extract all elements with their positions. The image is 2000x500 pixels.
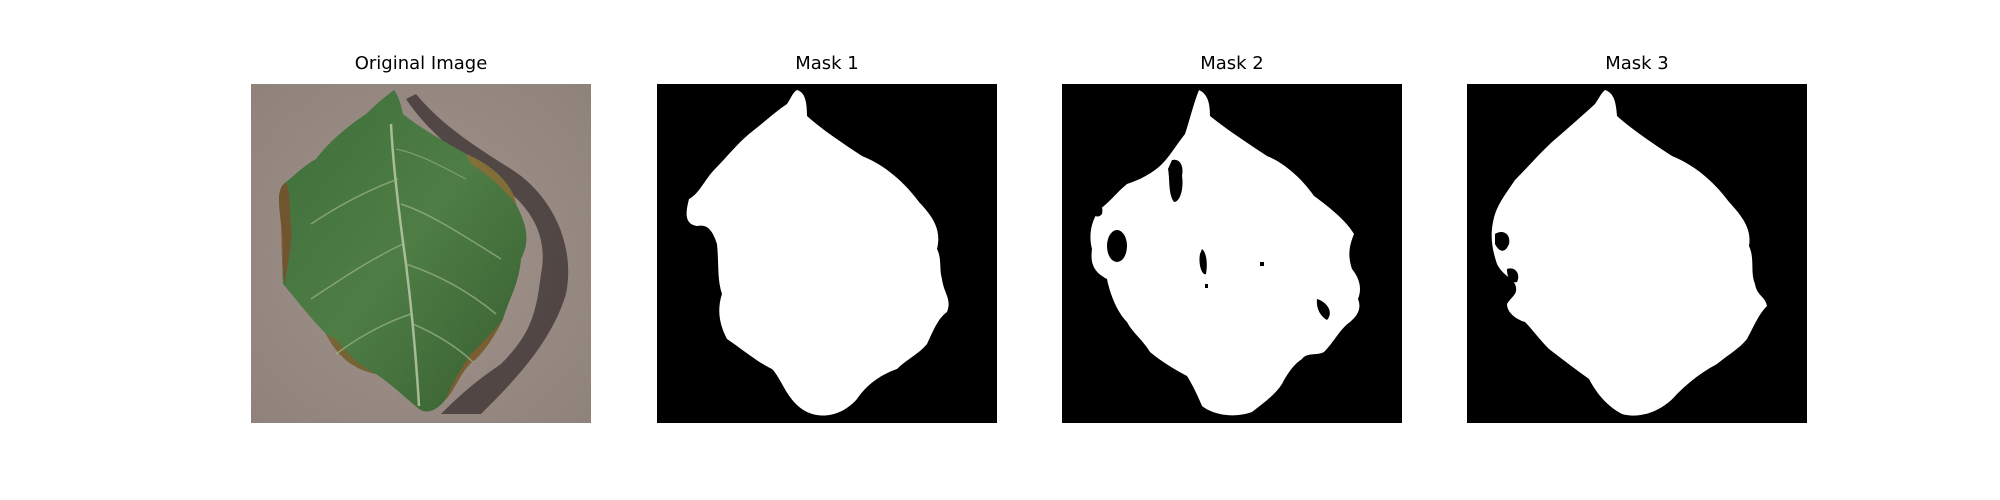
original-leaf-image [251, 84, 591, 423]
mask-2-image [1062, 84, 1402, 423]
panel-title: Mask 1 [795, 53, 859, 74]
panel-title: Mask 2 [1200, 53, 1264, 74]
mask-3-image [1467, 84, 1807, 423]
panel-title: Mask 3 [1605, 53, 1669, 74]
mask-1-image [657, 84, 997, 423]
panel-title: Original Image [354, 53, 488, 74]
